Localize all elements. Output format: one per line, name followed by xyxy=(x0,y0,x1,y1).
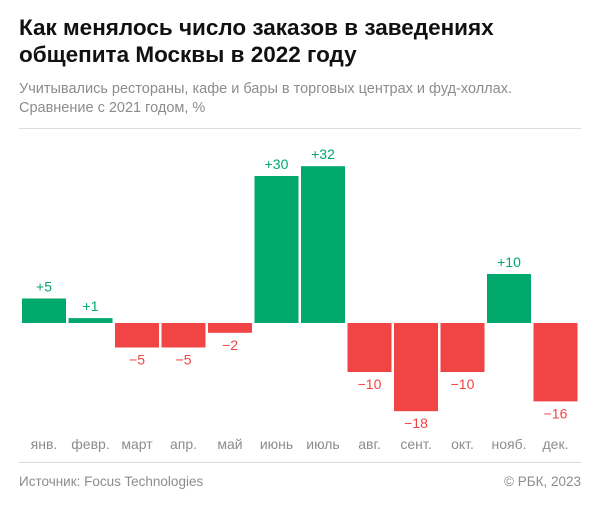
subtitle-line-2: Сравнение с 2021 годом, % xyxy=(19,100,206,116)
x-tick-label-10: окт. xyxy=(451,436,474,452)
value-label-6: +30 xyxy=(265,156,289,172)
bottom-divider xyxy=(19,462,581,463)
chart-subtitle: Учитывались рестораны, кафе и бары в тор… xyxy=(19,80,589,118)
value-label-12: −16 xyxy=(544,405,568,421)
value-label-8: −10 xyxy=(358,376,382,392)
x-tick-label-12: дек. xyxy=(543,436,569,452)
bar-3 xyxy=(115,323,159,348)
value-label-3: −5 xyxy=(129,352,145,368)
top-divider xyxy=(19,128,581,129)
x-tick-label-6: июнь xyxy=(260,436,293,452)
x-tick-label-8: авг. xyxy=(358,436,381,452)
source-note: Источник: Focus Technologies xyxy=(19,474,204,489)
value-label-5: −2 xyxy=(222,337,238,353)
x-tick-label-11: нояб. xyxy=(491,436,526,452)
bar-12 xyxy=(533,323,578,402)
x-tick-label-9: сент. xyxy=(400,436,431,452)
copyright-note: © РБК, 2023 xyxy=(504,474,581,489)
value-label-7: +32 xyxy=(311,146,335,162)
x-tick-label-3: март xyxy=(121,436,153,452)
bar-11 xyxy=(487,274,531,323)
x-tick-label-4: апр. xyxy=(170,436,197,452)
chart-title: Как менялось число заказов в заведениях … xyxy=(19,15,494,67)
bar-2 xyxy=(68,318,113,323)
x-tick-label-5: май xyxy=(217,436,242,452)
bar-1 xyxy=(22,298,66,323)
value-label-10: −10 xyxy=(451,376,475,392)
subtitle-line-1: Учитывались рестораны, кафе и бары в тор… xyxy=(19,81,512,97)
bar-5 xyxy=(208,323,252,333)
bar-8 xyxy=(347,323,392,372)
value-label-1: +5 xyxy=(36,279,52,295)
x-tick-label-1: янв. xyxy=(31,436,58,452)
bar-7 xyxy=(301,166,345,323)
value-label-4: −5 xyxy=(176,352,192,368)
x-tick-label-2: февр. xyxy=(71,436,109,452)
value-label-9: −18 xyxy=(404,415,428,431)
bar-10 xyxy=(440,323,485,372)
x-tick-label-7: июль xyxy=(306,436,339,452)
bar-chart: +5 янв. +1 февр. −5 март −5 апр. −2 май +30 июнь +32… xyxy=(22,146,578,452)
value-label-2: +1 xyxy=(83,298,99,314)
value-label-11: +10 xyxy=(497,254,521,270)
bar-6 xyxy=(254,176,299,323)
bar-4 xyxy=(161,323,206,348)
bar-9 xyxy=(394,323,438,412)
